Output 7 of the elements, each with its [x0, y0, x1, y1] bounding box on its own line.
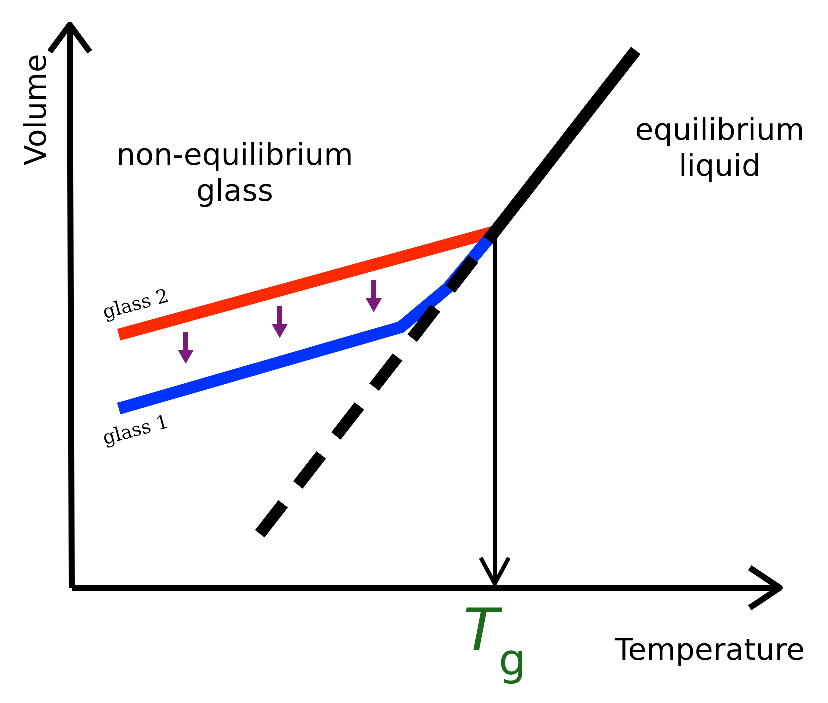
x-axis-title: Temperature — [614, 633, 806, 668]
y-axis-title: Volume — [19, 54, 54, 166]
annotation: non-equilibrium glass — [116, 138, 354, 209]
text: glass 1 — [100, 410, 172, 450]
text: glass 2 — [100, 285, 172, 324]
text: T$_{g}$ — [463, 596, 527, 686]
annotation: equilibrium liquid — [635, 113, 805, 184]
